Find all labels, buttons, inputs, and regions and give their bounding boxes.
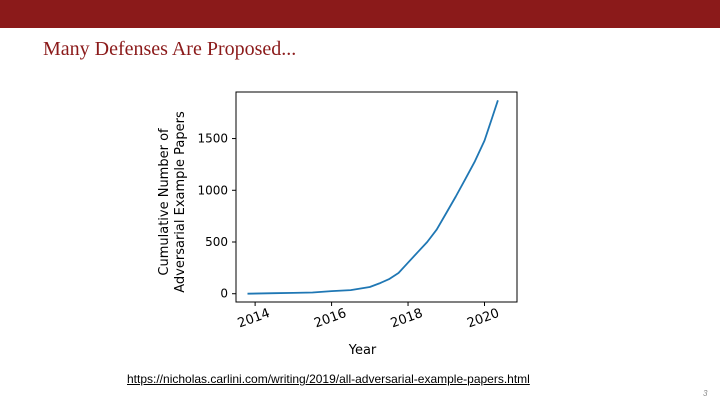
x-tick-label-2016: 2016: [312, 306, 348, 331]
source-link[interactable]: https://nicholas.carlini.com/writing/201…: [127, 372, 530, 386]
y-tick-label-500: 500: [205, 235, 228, 249]
slide-title: Many Defenses Are Proposed...: [43, 38, 297, 60]
plot-frame: [235, 91, 518, 303]
y-tick-label-0: 0: [220, 287, 228, 301]
cumulative-papers-chart: 0 500 1000 1500 2014 2016 2018 2020 Year Cumulati…: [157, 91, 518, 358]
x-tick-label-2014: 2014: [236, 306, 272, 331]
y-tick-label-1000: 1000: [197, 183, 228, 197]
series-line-0: [247, 100, 499, 295]
x-axis-label: Year: [348, 343, 377, 358]
x-tick-label-2020: 2020: [465, 306, 501, 331]
header-bar: [0, 0, 720, 28]
y-axis-label: Cumulative Number ofAdversarial Example …: [157, 111, 188, 293]
x-tick-label-2018: 2018: [389, 306, 425, 331]
y-tick-label-1500: 1500: [197, 132, 228, 146]
page-number: 3: [703, 389, 708, 398]
